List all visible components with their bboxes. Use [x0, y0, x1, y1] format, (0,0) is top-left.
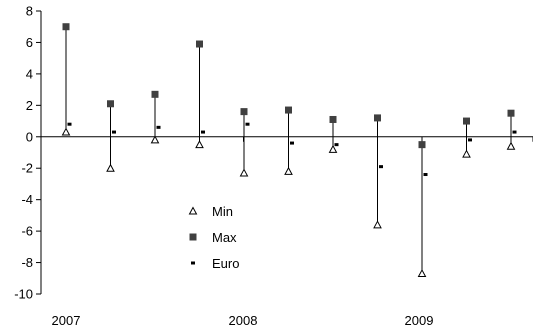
y-tick-label: 8: [26, 4, 33, 19]
euro-marker: [201, 130, 205, 134]
range-lines: [65, 26, 512, 274]
max-marker: [107, 100, 114, 108]
y-tick-label: 6: [26, 35, 33, 50]
x-tick-label: 2008: [229, 313, 258, 328]
y-tick-label: 4: [26, 66, 33, 81]
euro-marker: [112, 130, 116, 134]
max-marker: [196, 40, 203, 48]
min-marker: [106, 163, 115, 172]
y-tick-label: -8: [21, 255, 33, 270]
max-marker: [329, 115, 337, 123]
max-marker: [240, 108, 248, 116]
max-marker: [285, 106, 292, 114]
euro-marker: [468, 138, 472, 142]
euro-marker: [290, 141, 294, 145]
max-marker: [62, 23, 70, 31]
axes: 8 6 4 2 0 -2 -4 -6 -8 -10 2007 2008 2009: [14, 4, 533, 328]
euro-marker: [67, 122, 72, 126]
legend-min-marker: [188, 206, 198, 215]
euro-marker: [512, 130, 517, 134]
y-tick-label: -10: [14, 287, 33, 302]
euro-marker: [156, 125, 161, 129]
legend-euro-marker: [191, 261, 195, 265]
min-marker: [195, 140, 204, 149]
y-tick-label: -2: [21, 161, 33, 176]
legend-min-label: Min: [212, 204, 233, 219]
y-tick-label: 0: [26, 129, 33, 144]
euro-marker: [245, 122, 250, 126]
max-marker: [463, 117, 470, 125]
euro-marker: [423, 173, 428, 177]
legend-max-marker: [189, 233, 197, 241]
min-marker: [150, 135, 160, 144]
min-marker: [61, 127, 71, 136]
min-marker: [373, 220, 382, 229]
x-tick-label: 2009: [405, 313, 434, 328]
legend-euro-label: Euro: [212, 256, 239, 271]
max-marker: [418, 141, 426, 149]
min-marker: [284, 166, 293, 175]
y-tick-label: -4: [21, 192, 33, 207]
max-marker: [374, 114, 381, 122]
min-marker: [506, 141, 516, 150]
y-tick-label: -6: [21, 224, 33, 239]
min-marker: [239, 168, 249, 177]
max-marker: [507, 109, 515, 117]
data-marks: [61, 23, 517, 278]
max-marker: [151, 90, 159, 98]
min-marker: [328, 144, 338, 153]
min-marker: [417, 269, 427, 278]
legend-max-label: Max: [212, 230, 237, 245]
min-marker: [462, 149, 471, 158]
euro-marker: [379, 165, 383, 169]
x-tick-label: 2007: [52, 313, 81, 328]
euro-marker: [334, 143, 339, 147]
y-tick-label: 2: [26, 98, 33, 113]
legend: Min Max Euro: [188, 204, 239, 271]
